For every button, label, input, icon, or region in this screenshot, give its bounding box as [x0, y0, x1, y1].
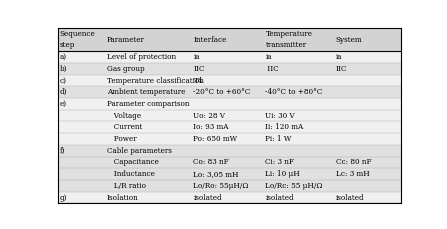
Text: ia: ia: [336, 53, 342, 61]
Text: Level of protection: Level of protection: [107, 53, 176, 61]
Text: Interface: Interface: [194, 35, 227, 44]
Text: Isolation: Isolation: [107, 194, 139, 202]
Text: Temperature: Temperature: [266, 30, 312, 38]
Text: T4: T4: [194, 76, 203, 85]
Bar: [58, 122, 401, 133]
Text: IIC: IIC: [336, 65, 347, 73]
Text: Ci: 3 nF: Ci: 3 nF: [266, 158, 294, 166]
Bar: [58, 133, 401, 145]
Text: Cc: 80 nF: Cc: 80 nF: [336, 158, 371, 166]
Bar: [58, 168, 401, 180]
Text: isolated: isolated: [194, 194, 222, 202]
Text: -40°C to +80°C: -40°C to +80°C: [266, 88, 323, 96]
Text: isolated: isolated: [336, 194, 364, 202]
Text: Sequence: Sequence: [60, 30, 96, 38]
Bar: [58, 110, 401, 122]
Text: transmitter: transmitter: [266, 41, 307, 49]
Bar: [58, 28, 401, 51]
Text: Lc: 3 mH: Lc: 3 mH: [336, 170, 370, 178]
Text: Pi: 1 W: Pi: 1 W: [266, 135, 292, 143]
Text: ia: ia: [266, 53, 272, 61]
Bar: [58, 180, 401, 192]
Text: ia: ia: [194, 53, 200, 61]
Text: IIC: IIC: [266, 65, 279, 73]
Text: Ii: 120 mA: Ii: 120 mA: [266, 123, 304, 131]
Text: L/R ratio: L/R ratio: [107, 182, 146, 190]
Text: Current: Current: [107, 123, 143, 131]
Text: Li: 10 μH: Li: 10 μH: [266, 170, 300, 178]
Text: c): c): [60, 76, 67, 85]
Bar: [58, 145, 401, 157]
Text: Inductance: Inductance: [107, 170, 155, 178]
Text: a): a): [60, 53, 67, 61]
Text: Capacitance: Capacitance: [107, 158, 159, 166]
Text: Uo: 28 V: Uo: 28 V: [194, 112, 225, 120]
Text: System: System: [336, 35, 363, 44]
Text: f): f): [60, 147, 65, 155]
Text: isolated: isolated: [266, 194, 294, 202]
Text: step: step: [60, 41, 75, 49]
Text: Co: 83 nF: Co: 83 nF: [194, 158, 229, 166]
Text: e): e): [60, 100, 67, 108]
Text: Voltage: Voltage: [107, 112, 141, 120]
Text: d): d): [60, 88, 67, 96]
Bar: [58, 75, 401, 86]
Text: -20°C to +60°C: -20°C to +60°C: [194, 88, 251, 96]
Bar: [58, 51, 401, 63]
Bar: [58, 157, 401, 168]
Text: b): b): [60, 65, 67, 73]
Text: Io: 93 mA: Io: 93 mA: [194, 123, 229, 131]
Text: Cable parameters: Cable parameters: [107, 147, 172, 155]
Text: IIC: IIC: [194, 65, 205, 73]
Text: Ui: 30 V: Ui: 30 V: [266, 112, 295, 120]
Text: Power: Power: [107, 135, 137, 143]
Text: Po: 650 mW: Po: 650 mW: [194, 135, 237, 143]
Text: Parameter: Parameter: [107, 35, 145, 44]
Text: Ambient temperature: Ambient temperature: [107, 88, 186, 96]
Bar: [58, 192, 401, 203]
Text: Lo/Ro: 55μH/Ω: Lo/Ro: 55μH/Ω: [194, 182, 249, 190]
Bar: [58, 63, 401, 75]
Text: g): g): [60, 194, 67, 202]
Text: Parameter comparison: Parameter comparison: [107, 100, 190, 108]
Bar: [58, 98, 401, 110]
Text: Lo/Rc: 55 μH/Ω: Lo/Rc: 55 μH/Ω: [266, 182, 323, 190]
Text: Lo: 3,05 mH: Lo: 3,05 mH: [194, 170, 239, 178]
Text: Temperature classification: Temperature classification: [107, 76, 204, 85]
Bar: [58, 86, 401, 98]
Text: Gas group: Gas group: [107, 65, 145, 73]
